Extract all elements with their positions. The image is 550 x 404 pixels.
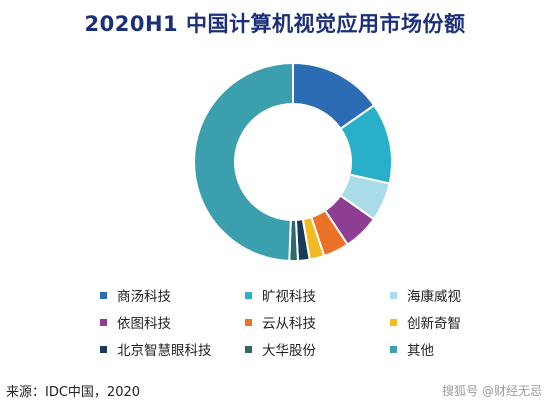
legend-label: 旷视科技	[262, 289, 316, 305]
legend-item: 海康威视	[390, 286, 520, 305]
legend-swatch	[245, 291, 252, 299]
legend-swatch	[100, 318, 107, 326]
slice-9	[193, 61, 294, 262]
legend-item: 旷视科技	[245, 286, 390, 305]
legend-label: 云从科技	[262, 316, 316, 332]
legend-label: 商汤科技	[117, 289, 171, 305]
legend-item: 其他	[390, 340, 520, 359]
source-note: 来源：IDC中国，2020	[6, 385, 141, 400]
legend-swatch	[245, 318, 252, 326]
legend-label: 北京智慧眼科技	[117, 343, 212, 359]
legend-item: 商汤科技	[100, 286, 245, 305]
legend-label: 大华股份	[262, 343, 316, 359]
legend-swatch	[390, 345, 397, 353]
legend-swatch	[245, 345, 252, 353]
legend-label: 海康威视	[407, 289, 461, 305]
legend-swatch	[100, 291, 107, 299]
legend-swatch	[390, 318, 397, 326]
legend-label: 依图科技	[117, 316, 171, 332]
legend: 商汤科技 旷视科技 海康威视依图科技 云从科技 创新奇智北京智慧眼科技 大华股份 其他	[100, 286, 520, 359]
legend-item: 创新奇智	[390, 313, 520, 332]
legend-label: 其他	[407, 343, 434, 359]
watermark: 搜狐号 @财经无忌	[442, 384, 542, 398]
legend-swatch	[390, 291, 397, 299]
legend-swatch	[100, 345, 107, 353]
legend-item: 大华股份	[245, 340, 390, 359]
legend-item: 依图科技	[100, 313, 245, 332]
legend-item: 北京智慧眼科技	[100, 340, 245, 359]
legend-item: 云从科技	[245, 313, 390, 332]
legend-label: 创新奇智	[407, 316, 461, 332]
chart-title: 2020H1 中国计算机视觉应用市场份额	[84, 12, 466, 36]
donut-chart	[193, 61, 393, 262]
